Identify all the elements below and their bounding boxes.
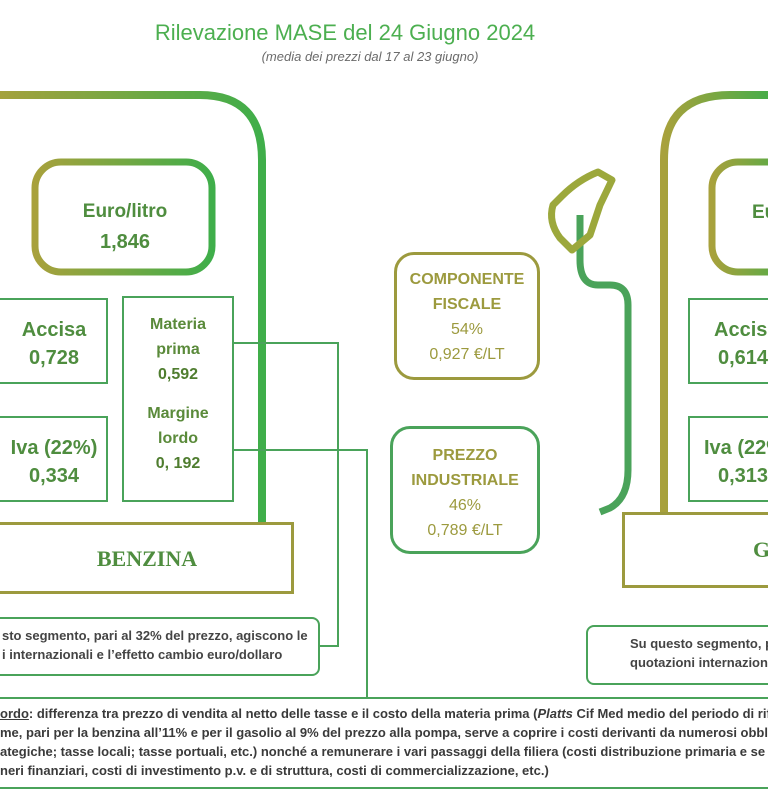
prezzo-industriale-label-2: INDUSTRIALE [411, 472, 519, 489]
gasolio-accisa-label: Accisa [714, 319, 768, 341]
benzina-euro-litro-value: 1,846 [99, 231, 151, 253]
hose [576, 215, 632, 516]
connector-margine [233, 449, 368, 697]
definition-line-2: me, pari per la benzina all’11% e per il… [0, 725, 768, 740]
benzina-pump-outline [0, 91, 266, 522]
gasolio-iva-label: Iva (22% [704, 437, 768, 459]
benzina-accisa-box: Accisa 0,728 [0, 298, 108, 384]
gasolio-euro-litro-label: Eu [752, 202, 768, 223]
page-subtitle: (media dei prezzi dal 17 al 23 giugno) [261, 49, 479, 64]
gasolio-iva-value: 0,313 [718, 465, 768, 487]
benzina-accisa-label: Accisa [21, 319, 87, 341]
benzina-note-line-1: sto segmento, pari al 32% del prezzo, ag… [2, 628, 308, 643]
prezzo-industriale-box: PREZZO INDUSTRIALE 46% 0,789 €/LT [390, 426, 540, 554]
componente-fiscale-box: COMPONENTE FISCALE 54% 0,927 €/LT [394, 252, 540, 380]
gasolio-accisa-box: Accisa 0,614 [688, 298, 768, 384]
page-title: Rilevazione MASE del 24 Giugno 2024 [154, 20, 536, 45]
gasolio-accisa-value: 0,614 [718, 347, 768, 369]
gasolio-note: Su questo segmento, pa quotazioni intern… [586, 625, 768, 685]
materia-prima-value: 0,592 [157, 366, 199, 383]
definition-line-1: ordo: differenza tra prezzo di vendita a… [0, 704, 768, 723]
gasolio-iva-box: Iva (22% 0,313 [688, 416, 768, 502]
benzina-accisa-value: 0,728 [28, 347, 80, 369]
margine-lordo-value: 0, 192 [155, 455, 201, 472]
componente-fiscale-label-1: COMPONENTE [409, 271, 525, 288]
gasolio-label: G [753, 537, 768, 562]
materia-prima-label-2: prima [156, 341, 200, 358]
definition-term: ordo [0, 706, 29, 721]
margine-lordo-label-2: lordo [158, 430, 198, 447]
gasolio-screen-outline [708, 158, 768, 276]
connector-materia [233, 342, 339, 647]
definition-line-1a: : differenza tra prezzo di vendita al ne… [28, 706, 538, 721]
benzina-base: BENZINA [0, 522, 294, 594]
prezzo-industriale-pct: 46% [448, 497, 482, 514]
gasolio-note-line-2: quotazioni internazional [630, 655, 768, 670]
benzina-screen-outline [31, 158, 216, 276]
benzina-note: sto segmento, pari al 32% del prezzo, ag… [0, 617, 320, 676]
prezzo-industriale-value: 0,789 €/LT [427, 522, 503, 539]
componente-fiscale-value: 0,927 €/LT [429, 346, 505, 363]
benzina-euro-litro: Euro/litro 1,846 [40, 198, 210, 256]
margine-lordo-definition: ordo: differenza tra prezzo di vendita a… [0, 697, 768, 789]
definition-platts: Platts [537, 706, 573, 721]
componente-fiscale-label-2: FISCALE [432, 296, 502, 313]
prezzo-industriale-label-1: PREZZO [432, 447, 498, 464]
gasolio-note-line-1: Su questo segmento, pa [630, 636, 768, 651]
definition-line-1b: Cif Med medio del periodo di riferim [576, 706, 768, 721]
materia-prima-label-1: Materia [149, 316, 207, 333]
benzina-iva-value: 0,334 [28, 465, 80, 487]
benzina-industriale-box: Materia prima 0,592 Margine lordo 0, 192 [122, 296, 234, 502]
benzina-iva-box: Iva (22%) 0,334 [0, 416, 108, 502]
componente-fiscale-pct: 54% [450, 321, 484, 338]
gasolio-base: G [622, 512, 768, 588]
nozzle-icon [548, 168, 616, 254]
gasolio-pump-outline [660, 91, 768, 522]
definition-line-4: neri finanziari, costi di investimento p… [0, 763, 549, 778]
benzina-euro-litro-label: Euro/litro [82, 201, 168, 222]
benzina-iva-label: Iva (22%) [10, 437, 98, 459]
margine-lordo-label-1: Margine [147, 405, 209, 422]
definition-line-3: ategiche; tasse locali; tasse portuali, … [0, 744, 766, 759]
benzina-label: BENZINA [96, 546, 198, 571]
benzina-note-line-2: i internazionali e l’effetto cambio euro… [2, 647, 283, 662]
